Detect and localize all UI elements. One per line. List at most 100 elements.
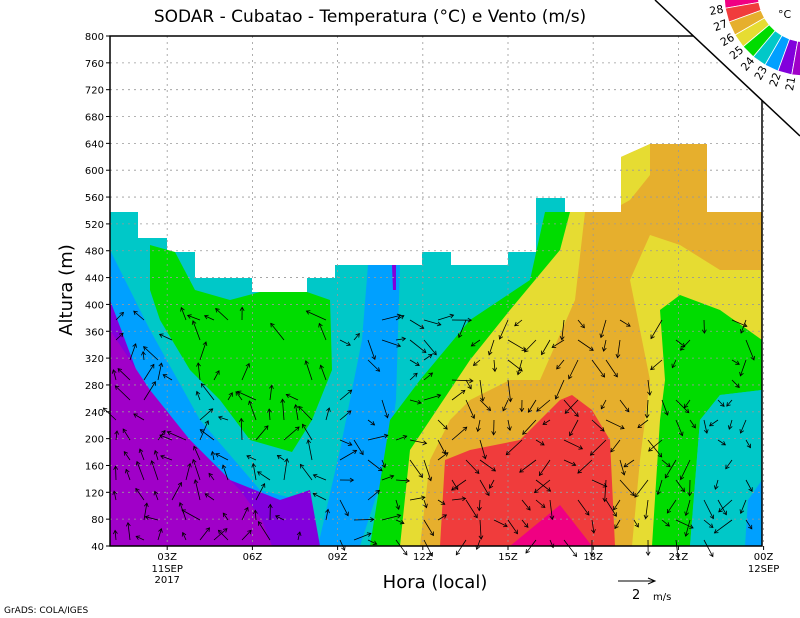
wind-arrow — [577, 499, 590, 516]
wind-arrowhead — [352, 449, 358, 455]
wind-arrowhead — [193, 445, 198, 451]
wind-arrowhead — [370, 517, 375, 522]
wind-arrow — [227, 392, 233, 401]
wind-arrow — [143, 381, 156, 401]
wind-arrow — [650, 359, 663, 370]
wind-arrowhead — [236, 390, 242, 395]
wind-arrowhead — [474, 469, 480, 474]
wind-arrow — [409, 399, 422, 404]
wind-arrowhead — [613, 505, 618, 511]
wind-arrow — [339, 410, 352, 421]
wind-arrowhead — [153, 490, 159, 496]
colorbar-unit: °C — [778, 8, 792, 21]
wind-arrowhead — [418, 473, 423, 478]
wind-arrowhead — [428, 552, 433, 557]
wind-arrowhead — [454, 485, 459, 491]
wind-arrow — [208, 473, 215, 481]
wind-arrow — [569, 419, 579, 436]
wind-arrow — [258, 521, 271, 541]
wind-arrowhead — [422, 440, 428, 446]
wind-arrowhead — [205, 527, 210, 532]
wind-arrow — [180, 307, 187, 321]
wind-arrow — [703, 519, 714, 528]
wind-arrowhead — [513, 529, 518, 535]
wind-arrow — [409, 496, 425, 501]
wind-arrow — [115, 312, 124, 321]
wind-arrowhead — [111, 369, 117, 374]
wind-arrow — [478, 499, 481, 511]
wind-arrowhead — [701, 329, 707, 334]
wind-arrowhead — [112, 529, 118, 535]
wind-arrowhead — [312, 473, 318, 479]
wind-arrowhead — [117, 368, 123, 373]
wind-arrow — [437, 452, 449, 461]
wind-arrow — [395, 519, 405, 524]
wind-arrowhead — [533, 488, 539, 494]
wind-arrowhead — [399, 519, 405, 525]
wind-arrowhead — [713, 485, 719, 490]
wind-arrowhead — [748, 487, 753, 492]
wind-arrow — [703, 419, 708, 434]
wind-arrowhead — [208, 408, 214, 413]
wind-arrowhead — [709, 514, 715, 520]
wind-arrowhead — [687, 492, 693, 497]
wind-arrow — [590, 439, 607, 456]
wind-arrowhead — [305, 310, 311, 315]
wind-arrowhead — [739, 329, 745, 334]
wind-arrowhead — [269, 384, 274, 390]
wind-arrowhead — [246, 454, 251, 460]
wind-arrowhead — [585, 511, 590, 516]
wind-arrowhead — [162, 374, 168, 379]
wind-arrow — [409, 373, 418, 381]
wind-arrow — [731, 379, 740, 388]
wind-arrow — [507, 379, 511, 402]
wind-arrow — [395, 435, 407, 441]
wind-arrowhead — [196, 362, 201, 367]
wind-arrow — [213, 528, 228, 541]
wind-arrowhead — [498, 335, 504, 340]
wind-arrowhead — [181, 509, 187, 514]
wind-arrow — [423, 354, 433, 361]
wind-arrowhead — [502, 406, 507, 412]
wind-arrow — [549, 499, 553, 520]
wind-arrow — [235, 391, 243, 401]
wind-arrowhead — [610, 447, 615, 453]
wind-arrow — [306, 310, 327, 321]
wind-arrowhead — [186, 314, 192, 319]
wind-arrow — [423, 339, 437, 356]
wind-arrow — [222, 512, 229, 521]
wind-arrowhead — [564, 409, 570, 414]
wind-arrowhead — [536, 407, 541, 412]
wind-arrowhead — [574, 412, 579, 417]
wind-arrowhead — [703, 429, 709, 434]
wind-arrowhead — [637, 423, 643, 429]
wind-arrowhead — [684, 511, 689, 517]
wind-arrow — [479, 399, 491, 411]
wind-arrow — [192, 320, 201, 341]
wind-arrowhead — [304, 360, 310, 365]
wind-arrow — [196, 391, 201, 401]
wind-arrow — [185, 463, 191, 481]
wind-arrowhead — [204, 420, 210, 425]
wind-arrow — [133, 413, 145, 421]
wind-arrowhead — [326, 407, 331, 412]
wind-arrow — [237, 391, 257, 401]
wind-arrowhead — [650, 334, 655, 340]
wind-arrowhead — [643, 514, 649, 520]
wind-arrow — [535, 499, 546, 508]
wind-arrowhead — [125, 521, 131, 527]
wind-arrowhead — [634, 493, 639, 498]
wind-arrow — [367, 359, 380, 372]
wind-arrow — [556, 359, 565, 370]
wind-arrowhead — [475, 427, 481, 433]
wind-arrow — [395, 479, 410, 482]
wind-arrow — [248, 400, 257, 421]
wind-arrow — [353, 519, 374, 521]
wind-arrow — [675, 539, 679, 558]
wind-arrow — [157, 363, 162, 381]
wind-arrow — [479, 439, 486, 459]
wind-arrowhead — [222, 512, 228, 518]
colorbar-label: 26 — [718, 31, 737, 49]
wind-arrowhead — [319, 364, 324, 370]
